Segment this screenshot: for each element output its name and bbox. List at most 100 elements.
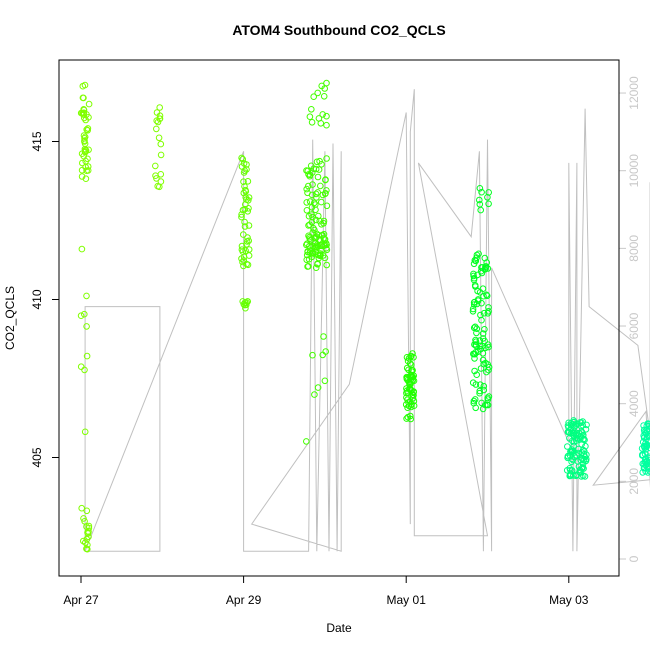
- data-point: [308, 119, 316, 126]
- data-point: [81, 428, 89, 436]
- data-point: [156, 112, 164, 119]
- data-point: [309, 351, 316, 359]
- data-point: [85, 146, 92, 154]
- data-point: [644, 420, 650, 428]
- data-point: [321, 190, 329, 198]
- data-point: [85, 522, 93, 530]
- data-point: [409, 373, 417, 381]
- data-point: [481, 266, 489, 273]
- data-point: [476, 196, 483, 204]
- data-point: [483, 291, 490, 299]
- data-point: [571, 449, 578, 456]
- data-point: [85, 524, 93, 532]
- data-point: [238, 211, 245, 218]
- data-point: [323, 187, 330, 194]
- data-point: [80, 109, 88, 117]
- data-point: [481, 337, 488, 345]
- data-point: [473, 329, 480, 337]
- data-point: [478, 264, 485, 271]
- data-point: [473, 300, 481, 308]
- data-point: [242, 186, 249, 194]
- data-point: [573, 471, 581, 479]
- data-point: [81, 366, 88, 374]
- data-point: [320, 93, 328, 100]
- cluster-apr30: [303, 79, 331, 445]
- data-point: [564, 443, 571, 450]
- data-point: [315, 115, 323, 122]
- data-point: [406, 379, 414, 387]
- data-point: [316, 157, 323, 165]
- data-point: [645, 465, 650, 473]
- data-point: [321, 85, 329, 92]
- data-point: [155, 134, 163, 142]
- data-point: [476, 185, 484, 192]
- data-point: [82, 116, 89, 124]
- data-point: [473, 325, 481, 333]
- data-point: [323, 112, 330, 120]
- data-point: [567, 448, 574, 455]
- data-point: [480, 309, 488, 317]
- data-point: [306, 113, 314, 120]
- data-point: [642, 429, 649, 437]
- data-point: [81, 518, 88, 525]
- data-point: [78, 245, 86, 253]
- data-point: [410, 354, 417, 361]
- data-point: [318, 232, 326, 239]
- data-point: [82, 539, 89, 546]
- data-point: [472, 257, 480, 265]
- data-point: [320, 333, 327, 340]
- y2-tick-label: 0: [627, 555, 641, 562]
- data-point: [474, 297, 482, 305]
- data-point: [84, 163, 92, 170]
- data-point: [473, 371, 481, 379]
- data-point: [308, 106, 315, 113]
- cluster-apr28: [152, 104, 165, 191]
- data-point: [154, 118, 162, 126]
- data-point: [309, 250, 316, 258]
- data-point: [471, 396, 479, 403]
- data-point: [485, 363, 493, 371]
- data-point: [317, 236, 324, 244]
- data-point: [80, 537, 87, 545]
- data-point: [470, 397, 478, 405]
- data-point: [479, 285, 487, 293]
- data-point: [80, 132, 88, 139]
- data-point: [582, 457, 590, 465]
- data-point: [485, 189, 493, 196]
- x-tick-label: Apr 27: [63, 593, 99, 607]
- data-point: [483, 292, 491, 300]
- data-point: [316, 217, 324, 225]
- data-point: [568, 467, 576, 474]
- data-point: [483, 368, 490, 376]
- data-point: [80, 94, 87, 102]
- x-tick-label: May 03: [549, 593, 589, 607]
- data-point: [83, 535, 91, 543]
- data-point: [245, 222, 253, 229]
- data-point: [576, 466, 584, 474]
- data-point: [642, 458, 650, 466]
- data-point: [245, 237, 252, 245]
- data-point: [245, 197, 252, 204]
- cluster-may02: [469, 185, 493, 413]
- data-point: [323, 155, 330, 162]
- data-point: [484, 401, 492, 409]
- x-tick-label: Apr 29: [226, 593, 262, 607]
- data-point: [81, 135, 88, 142]
- data-point: [238, 154, 245, 162]
- data-point: [81, 310, 88, 318]
- data-point: [77, 312, 85, 320]
- data-point: [479, 330, 487, 337]
- cluster-may04: [638, 420, 650, 476]
- data-point: [309, 213, 316, 221]
- data-point: [320, 230, 328, 238]
- data-point: [239, 298, 246, 305]
- data-point: [84, 529, 91, 536]
- data-point: [407, 361, 415, 369]
- data-point: [471, 323, 479, 331]
- data-point: [303, 207, 311, 214]
- y2-tick-label: 10000: [627, 154, 641, 188]
- data-point: [405, 355, 413, 362]
- data-point: [319, 111, 327, 118]
- data-point: [303, 256, 311, 264]
